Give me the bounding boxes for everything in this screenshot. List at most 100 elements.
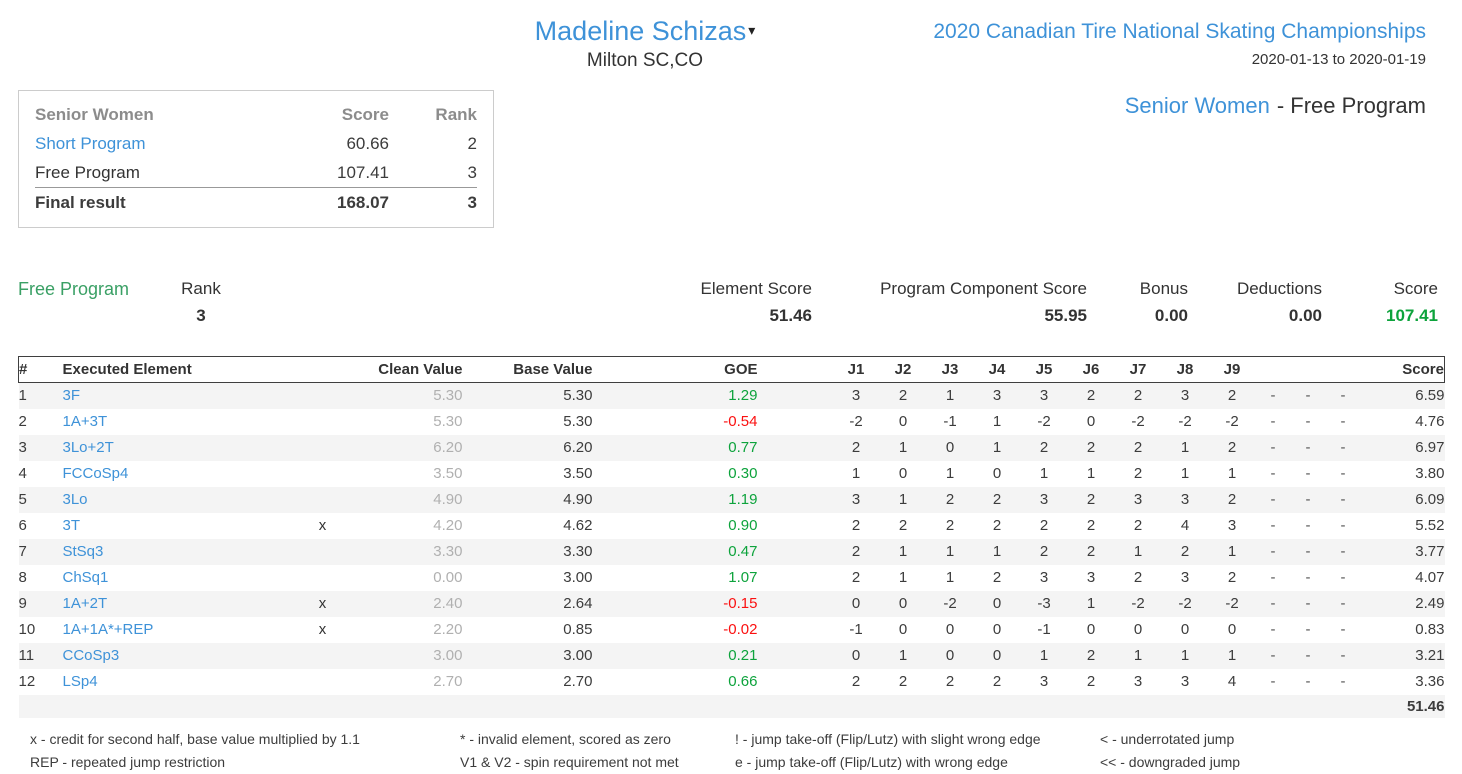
judge-score: -3 bbox=[1037, 595, 1051, 612]
short-program-link[interactable]: Short Program bbox=[35, 134, 146, 153]
element-link[interactable]: ChSq1 bbox=[62, 569, 109, 586]
element-score: 4.07 bbox=[1415, 569, 1445, 586]
judge-score: 1 bbox=[1227, 465, 1237, 482]
judge-score: 2 bbox=[945, 517, 955, 534]
segment-score-header: Free Program Rank 3 Element Score 51.46 … bbox=[0, 276, 1462, 330]
element-link[interactable]: 3Lo bbox=[62, 491, 88, 508]
element-cell: 1A+1A*+REP bbox=[63, 617, 273, 643]
judge-score: 0 bbox=[1227, 621, 1237, 638]
judge-header-j6: J6 bbox=[1067, 356, 1115, 383]
judge-score: 3 bbox=[1180, 673, 1190, 690]
gap-cell bbox=[758, 435, 833, 461]
judge-score: 2 bbox=[1133, 439, 1143, 456]
element-score-value: 51.46 bbox=[769, 306, 812, 325]
judge-score: - bbox=[1305, 387, 1311, 404]
element-number: 7 bbox=[18, 543, 27, 560]
element-row: 8 ChSq1 0.00 3.00 1.07 2 1 1 2 3 3 2 3 2 - - - 4.07 bbox=[19, 565, 1445, 591]
judge-score: 2 bbox=[1227, 491, 1237, 508]
judge-score: -1 bbox=[943, 413, 957, 430]
judge-score: - bbox=[1270, 413, 1276, 430]
element-number: 9 bbox=[18, 595, 27, 612]
judge-score: 2 bbox=[1133, 465, 1143, 482]
element-link[interactable]: 1A+2T bbox=[62, 595, 108, 612]
element-link[interactable]: LSp4 bbox=[62, 673, 98, 690]
base-value: 2.70 bbox=[563, 673, 593, 690]
second-half-marker bbox=[273, 409, 373, 435]
legend-item: V1 & V2 - spin requirement not met bbox=[460, 754, 679, 770]
judge-score: - bbox=[1270, 569, 1276, 586]
free-program-score: 107.41 bbox=[337, 163, 389, 182]
judge-score: - bbox=[1340, 517, 1346, 534]
judge-score: - bbox=[1305, 595, 1311, 612]
judge-score: 3 bbox=[1180, 387, 1190, 404]
judge-score: 0 bbox=[898, 465, 908, 482]
judge-score: 1 bbox=[1039, 465, 1049, 482]
judge-score: 0 bbox=[945, 621, 955, 638]
gap-cell bbox=[758, 461, 833, 487]
element-number: 4 bbox=[18, 465, 27, 482]
event-title-link[interactable]: 2020 Canadian Tire National Skating Cham… bbox=[933, 20, 1426, 43]
element-score: 6.09 bbox=[1415, 491, 1445, 508]
summary-row-final: Final result 168.07 3 bbox=[35, 187, 477, 217]
goe-value: 0.21 bbox=[728, 647, 758, 664]
judge-score: -2 bbox=[1178, 413, 1192, 430]
skater-name-link[interactable]: Madeline Schizas bbox=[534, 16, 747, 46]
element-link[interactable]: 1A+3T bbox=[62, 413, 108, 430]
second-half-marker bbox=[273, 643, 373, 669]
element-link[interactable]: 1A+1A*+REP bbox=[62, 621, 154, 638]
element-score: 0.83 bbox=[1415, 621, 1445, 638]
short-program-rank: 2 bbox=[467, 134, 477, 153]
judge-score: -2 bbox=[849, 413, 863, 430]
judge-score: - bbox=[1270, 595, 1276, 612]
category-link[interactable]: Senior Women bbox=[1124, 93, 1270, 118]
score-value: 107.41 bbox=[1386, 306, 1438, 325]
total-score-stat: Score 107.41 bbox=[1322, 276, 1438, 330]
element-row: 4 FCCoSp4 3.50 3.50 0.30 1 0 1 0 1 1 2 1 1 - - - 3.80 bbox=[19, 461, 1445, 487]
goe-value: 0.90 bbox=[728, 517, 758, 534]
element-link[interactable]: 3T bbox=[62, 517, 81, 534]
gap-cell bbox=[758, 539, 833, 565]
clean-value: 5.30 bbox=[433, 413, 463, 430]
extra-column-header bbox=[1325, 356, 1361, 383]
base-value-header: Base Value bbox=[462, 356, 593, 383]
element-link[interactable]: FCCoSp4 bbox=[62, 465, 129, 482]
element-link[interactable]: StSq3 bbox=[62, 543, 104, 560]
element-score: 3.77 bbox=[1415, 543, 1445, 560]
element-row: 7 StSq3 3.30 3.30 0.47 2 1 1 1 2 2 1 2 1 - - - 3.77 bbox=[18, 539, 1445, 565]
judge-score: - bbox=[1305, 491, 1311, 508]
element-score: 3.80 bbox=[1415, 465, 1445, 482]
judge-score: - bbox=[1305, 543, 1311, 560]
element-row: 2 1A+3T 5.30 5.30 -0.54 -2 0 -1 1 -2 0 -2 -2 -2 - - - 4.7… bbox=[19, 409, 1445, 435]
judge-score: - bbox=[1270, 543, 1276, 560]
gap-cell bbox=[758, 565, 833, 591]
legend-item: ! - jump take-off (Flip/Lutz) with sligh… bbox=[735, 731, 1041, 747]
goe-value: -0.02 bbox=[723, 621, 758, 638]
element-link[interactable]: 3F bbox=[62, 387, 81, 404]
gap-cell bbox=[758, 487, 833, 513]
pcs-label: Program Component Score bbox=[880, 279, 1087, 298]
element-link[interactable]: CCoSp3 bbox=[62, 647, 120, 664]
judge-score: - bbox=[1270, 621, 1276, 638]
chevron-down-icon[interactable]: ▾ bbox=[748, 22, 756, 38]
element-score-total-row: 51.46 bbox=[18, 695, 1445, 718]
element-row: 3 3Lo+2T 6.20 6.20 0.77 2 1 0 1 2 2 2 1 2 - - - 6.97 bbox=[18, 435, 1445, 461]
second-half-marker bbox=[273, 539, 373, 565]
judge-score: 3 bbox=[1180, 491, 1190, 508]
extra-column-header bbox=[1290, 356, 1326, 383]
judge-header-j2: J2 bbox=[879, 356, 927, 383]
goe-value: 0.47 bbox=[728, 543, 758, 560]
deductions-label: Deductions bbox=[1236, 279, 1322, 298]
judge-score: - bbox=[1305, 439, 1311, 456]
element-link[interactable]: 3Lo+2T bbox=[62, 439, 114, 456]
gap-column-header bbox=[757, 356, 833, 383]
base-value: 4.90 bbox=[563, 491, 593, 508]
total-row-spacer bbox=[18, 695, 1361, 718]
gap-cell bbox=[758, 383, 833, 410]
judge-header-j3: J3 bbox=[926, 356, 974, 383]
judge-score: -2 bbox=[1037, 413, 1051, 430]
goe-value: 1.07 bbox=[728, 569, 758, 586]
protocol-header-row: # Executed Element Clean Value Base Valu… bbox=[18, 356, 1445, 383]
judge-score: - bbox=[1340, 647, 1346, 664]
judge-score: 3 bbox=[1086, 569, 1096, 586]
element-row: 5 3Lo 4.90 4.90 1.19 3 1 2 2 3 2 3 3 2 - - - 6.09 bbox=[18, 487, 1445, 513]
